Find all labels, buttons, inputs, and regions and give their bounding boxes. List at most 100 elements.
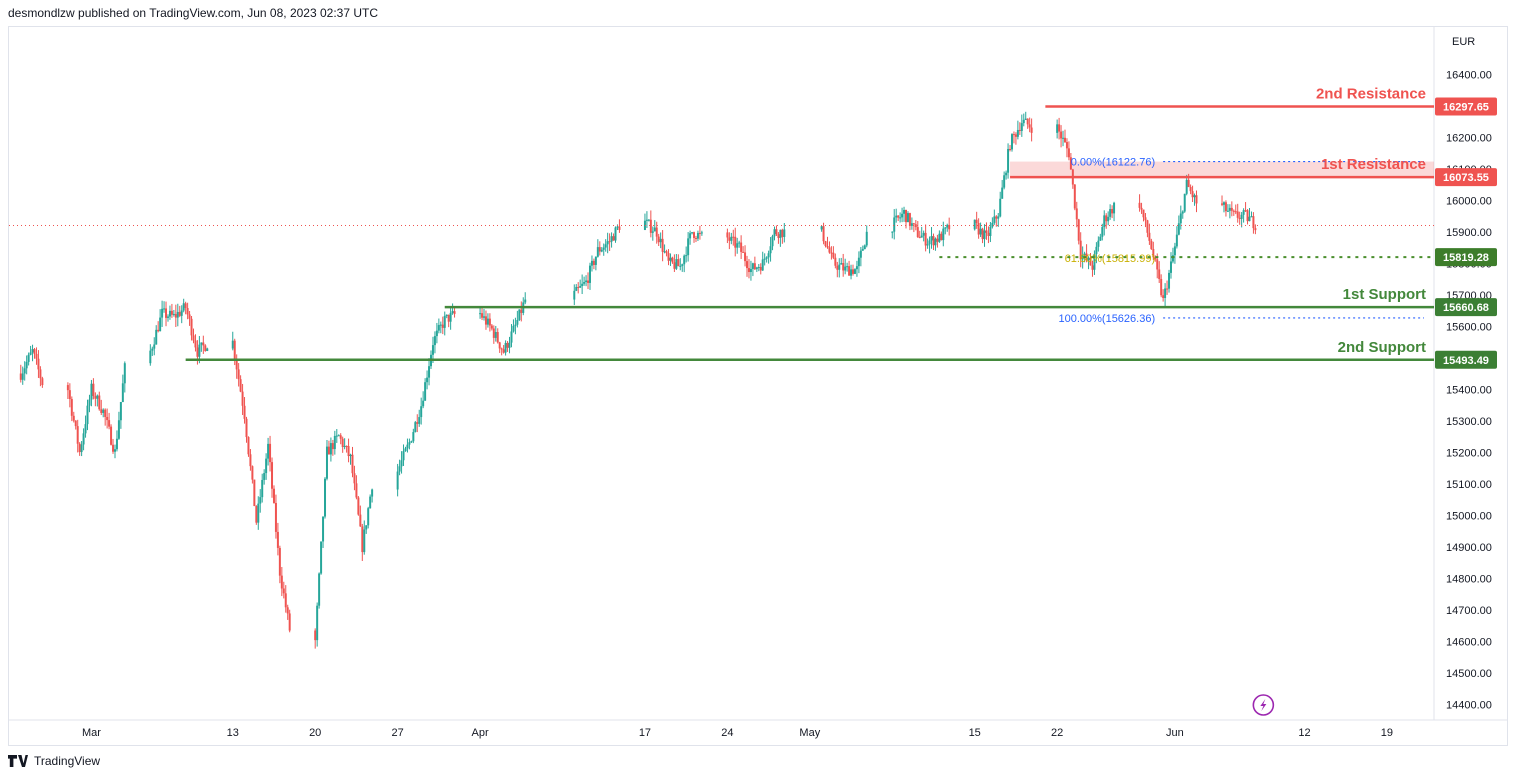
candle-body [184, 303, 187, 309]
candle-body [1222, 202, 1225, 205]
candle-body [769, 246, 772, 254]
candle-body [82, 433, 85, 445]
chart-frame[interactable]: EUR16400.0016300.0016200.0016100.0016000… [8, 26, 1508, 746]
candle-body [98, 395, 101, 410]
candle-body [343, 445, 346, 447]
x-tick-label: 27 [392, 727, 404, 739]
candle-body [239, 379, 242, 392]
candle-body [573, 290, 576, 300]
footer-branding[interactable]: TradingView [8, 754, 100, 768]
candle-body [746, 261, 749, 269]
candle-body [830, 252, 833, 254]
candle-body [500, 348, 503, 350]
candle-body [361, 526, 364, 553]
y-tick-label: 15200.00 [1446, 447, 1492, 459]
candle-body [999, 198, 1002, 217]
candle-body [1062, 137, 1065, 139]
candle-body [736, 243, 739, 248]
candle-body [901, 213, 904, 218]
candle-body [694, 237, 697, 239]
price-chart[interactable]: EUR16400.0016300.0016200.0016100.0016000… [9, 27, 1507, 745]
candle-body [449, 312, 452, 322]
candle-body [1238, 217, 1241, 219]
candle-body [451, 311, 454, 313]
candle-body [166, 316, 169, 318]
candle-body [180, 310, 183, 316]
lightning-icon[interactable] [1252, 694, 1275, 716]
candle-body [981, 228, 984, 240]
candle-body [1195, 195, 1198, 204]
candle-body [426, 377, 429, 383]
candle-body [424, 382, 427, 401]
candle-body [149, 350, 152, 364]
candle-body [441, 324, 444, 328]
candle-body [757, 266, 760, 268]
candle-body [153, 344, 156, 349]
y-tick-label: 14800.00 [1446, 573, 1492, 585]
candle-body [406, 444, 409, 449]
candle-body [110, 426, 113, 445]
candle-body [1001, 187, 1004, 199]
candle-body [498, 342, 501, 349]
candle-body [893, 217, 896, 232]
candle-body [1056, 124, 1059, 133]
y-tick-label: 15900.00 [1446, 227, 1492, 239]
candle-body [891, 231, 894, 233]
candle-body [853, 269, 856, 274]
candle-body [983, 230, 986, 240]
candle-body [614, 227, 617, 241]
candle-body [1250, 216, 1253, 218]
candle-body [257, 503, 260, 523]
y-tick-label: 14600.00 [1446, 636, 1492, 648]
candle-body [163, 308, 166, 310]
candle-body [661, 238, 664, 252]
x-tick-label: 12 [1298, 727, 1310, 739]
candle-body [840, 263, 843, 265]
candle-body [732, 236, 735, 238]
candle-body [1079, 240, 1082, 260]
candle-body [1240, 214, 1243, 219]
candle-body [151, 348, 154, 351]
candle-body [1138, 202, 1141, 208]
candle-body [1234, 211, 1237, 213]
candle-body [926, 244, 929, 246]
candle-body [698, 232, 701, 234]
candle-body [936, 238, 939, 242]
candle-body [481, 313, 484, 318]
candle-body [278, 547, 281, 576]
candle-body [1150, 240, 1153, 249]
candle-body [39, 369, 42, 379]
candle-body [178, 311, 181, 316]
candle-body [1081, 255, 1084, 260]
candle-body [155, 329, 158, 345]
publisher-info: desmondlzw published on TradingView.com,… [8, 6, 379, 20]
candle-body [161, 308, 164, 318]
candle-body [80, 444, 83, 453]
candle-body [102, 409, 105, 413]
candle-body [78, 443, 81, 453]
candle-body [33, 349, 36, 354]
candle-body [231, 340, 234, 349]
candle-body [418, 417, 421, 424]
candle-body [280, 575, 283, 589]
candle-body [1058, 124, 1061, 132]
candle-body [604, 244, 607, 248]
candle-body [1089, 257, 1092, 266]
candle-body [439, 324, 442, 326]
candle-body [1173, 246, 1176, 256]
candle-body [259, 497, 262, 504]
candle-body [916, 227, 919, 238]
candle-body [583, 281, 586, 284]
candle-body [104, 409, 107, 417]
fib-618-label: 61.80%(15815.99) [1065, 253, 1156, 265]
candle-body [357, 497, 360, 515]
candle-body [944, 227, 947, 229]
candle-body [119, 401, 122, 421]
candle-body [1063, 137, 1066, 143]
candle-body [396, 471, 399, 490]
candle-body [96, 395, 99, 399]
candle-body [783, 229, 786, 237]
candle-body [602, 247, 605, 250]
candle-body [1010, 134, 1013, 150]
candle-body [447, 314, 450, 322]
